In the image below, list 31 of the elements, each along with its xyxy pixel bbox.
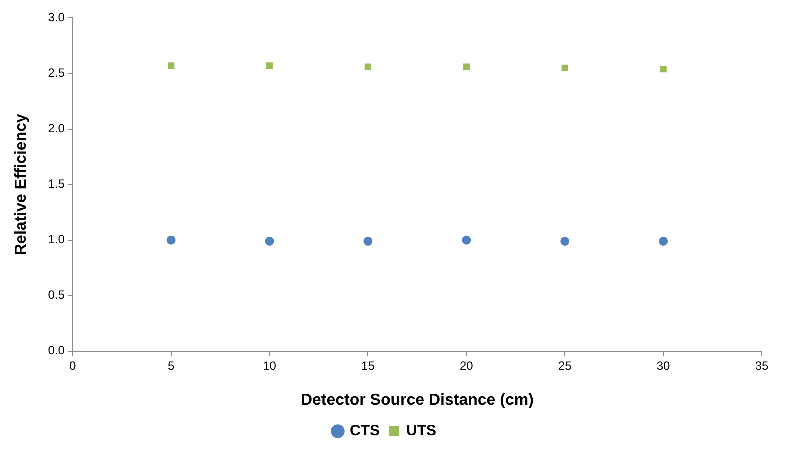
point <box>562 64 568 72</box>
x-tick-label: 25 <box>558 358 572 373</box>
point <box>364 236 373 246</box>
point <box>364 64 372 70</box>
x-tick-label: 10 <box>263 358 277 373</box>
point <box>166 236 176 245</box>
y-tick-label: 1.5 <box>48 177 66 192</box>
x-axis-title: Detector Source Distance (cm) <box>300 392 534 409</box>
point <box>265 236 274 246</box>
point <box>660 66 667 73</box>
point <box>659 236 668 246</box>
point <box>462 236 472 245</box>
x-tick-label: 15 <box>362 358 376 373</box>
y-tick-label: 0.5 <box>48 288 66 302</box>
point <box>266 62 274 70</box>
y-axis-title: Relative Efficiency <box>13 114 30 256</box>
x-tick-label: 30 <box>656 358 671 373</box>
y-tick-label: 1.0 <box>48 232 66 247</box>
legend-label: CTS <box>350 422 380 440</box>
y-tick-label: 0.0 <box>48 344 66 358</box>
y-tick-label: 2.0 <box>48 122 66 136</box>
y-tick-label: 3.0 <box>48 10 66 25</box>
x-tick-label: 20 <box>460 358 474 373</box>
legend-label: UTS <box>406 422 436 440</box>
point <box>168 62 175 70</box>
x-tick-label: 0 <box>70 358 77 373</box>
point <box>463 64 470 70</box>
y-tick-label: 2.5 <box>48 66 66 80</box>
x-tick-label: 35 <box>755 358 769 373</box>
x-tick-label: 5 <box>168 358 175 373</box>
point <box>560 236 570 246</box>
